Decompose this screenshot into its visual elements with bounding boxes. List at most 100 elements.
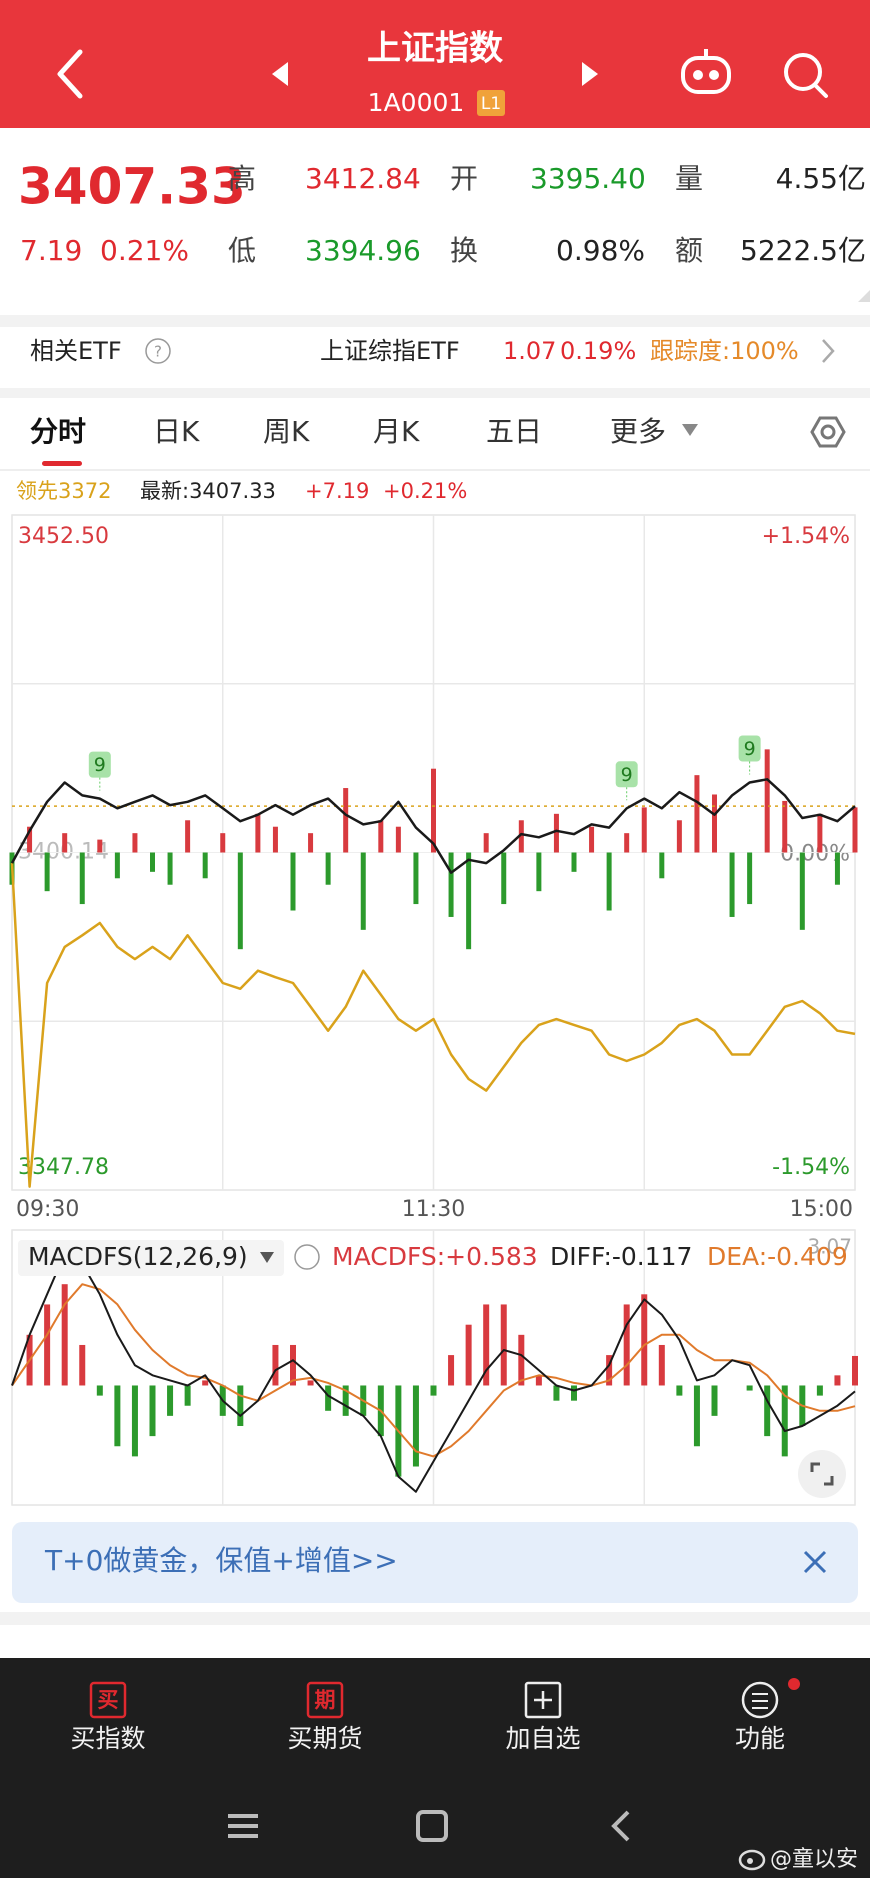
promo-text[interactable]: T+0做黄金，保值+增值>> [44,1544,398,1577]
flow-bar [624,833,630,853]
tab[interactable]: 分时 [30,415,86,448]
info-icon-glyph: ? [154,343,162,361]
nav-icon-plus [534,1691,552,1709]
quote-value: 4.55亿 [776,162,866,195]
macd-bar [518,1334,525,1386]
signal-label: 9 [621,764,633,786]
macd-bar [272,1344,279,1386]
macd-bar [61,1284,68,1386]
etf-pct: 0.19% [560,337,636,365]
macd-legend: MACDFS:+0.583 [332,1242,538,1271]
tab[interactable]: 更多 [610,415,666,448]
flow-bar [606,852,612,911]
flow-bar [712,794,717,853]
tab[interactable]: 五日 [486,415,542,448]
flow-bar [782,800,788,853]
macd-bar [641,1294,648,1386]
flow-bar [360,852,366,930]
quote-label: 高 [228,162,256,195]
y2-tick-label: -1.54% [772,1155,850,1180]
price-change-pct: 0.21% [100,234,189,267]
separator [0,315,870,327]
robot-icon[interactable] [681,49,731,94]
flow-bar [694,775,700,853]
tab-indicator [42,461,82,466]
macd-bar [167,1385,174,1416]
promo-banner[interactable] [12,1522,858,1603]
nav-item[interactable]: 功能 [735,1678,800,1753]
etf-chevron[interactable] [822,339,835,363]
settings-icon[interactable] [810,416,846,448]
flow-bar [343,788,349,853]
flow-bar [659,852,665,879]
nav-icon-box [89,1681,127,1719]
macd-tick-label: 3.07 [807,1235,852,1259]
macd-bar [500,1304,507,1386]
nav-icon-lines [752,1693,768,1709]
tab-dropdown[interactable] [682,424,698,436]
macd-bar [96,1385,103,1396]
flow-bar [799,852,805,930]
etf-price: 1.07 [503,337,556,365]
search-icon[interactable] [784,53,828,98]
next-index[interactable] [582,62,598,86]
flow-bar [448,852,454,917]
info-icon[interactable] [145,338,171,364]
quote-label: 额 [675,234,703,267]
info-icon[interactable] [294,1244,320,1270]
lead-value: 领先3372 [16,479,111,503]
flow-bar [27,826,33,853]
macd-bar [606,1355,613,1386]
flow-bar [150,852,155,872]
flow-bar [308,833,314,853]
macd-bar [44,1304,51,1386]
tab[interactable]: 月K [373,415,420,448]
flow-bar [325,852,331,885]
indicator-dropdown[interactable] [260,1252,274,1263]
weibo-logo [738,1849,766,1871]
flow-bar [589,826,595,853]
level-badge: L1 [481,94,501,114]
macd-bar [307,1380,314,1386]
notify-dot [788,1678,800,1690]
nav-label: 功能 [735,1724,785,1753]
tab[interactable]: 周K [263,415,310,448]
etf-name[interactable]: 上证综指ETF [320,337,460,365]
header-title: 上证指数 [367,29,503,69]
expand-button[interactable] [798,1450,846,1498]
nav-item[interactable]: 加自选 [505,1681,581,1753]
lead-line [10,863,856,1188]
expand-glyph [810,1462,834,1486]
flow-bar [431,768,436,853]
flow-bar [290,852,296,911]
latest-value: 最新:3407.33 [140,479,276,503]
indicator-select[interactable] [18,1240,284,1276]
macd-bar [623,1304,630,1386]
nav-icon-box [306,1681,344,1719]
flow-bar [114,852,120,879]
flow-bar [501,852,507,905]
signal-badge [88,751,111,778]
latest-change-pct: +0.21% [383,479,467,503]
nav-icon-box [524,1681,562,1719]
macd-bar [852,1355,858,1386]
macd-bar [711,1385,718,1416]
prev-index[interactable] [272,62,288,86]
macd-bar [676,1385,683,1396]
nav-label: 买期货 [287,1724,362,1753]
flow-bar [44,852,50,892]
close-banner[interactable] [803,1550,827,1574]
flow-bar [553,813,559,853]
back-button[interactable] [57,49,83,99]
macd-bar [237,1385,244,1426]
flow-bar [729,852,735,917]
indicator-name[interactable]: MACDFS(12,26,9) [28,1242,248,1271]
tab[interactable]: 日K [153,415,200,448]
etf-tracking: 跟踪度:100% [650,337,799,365]
macd-bar [202,1380,209,1386]
x-tick-label: 09:30 [16,1197,79,1222]
flow-bar [747,852,753,905]
nav-label: 加自选 [505,1724,580,1753]
